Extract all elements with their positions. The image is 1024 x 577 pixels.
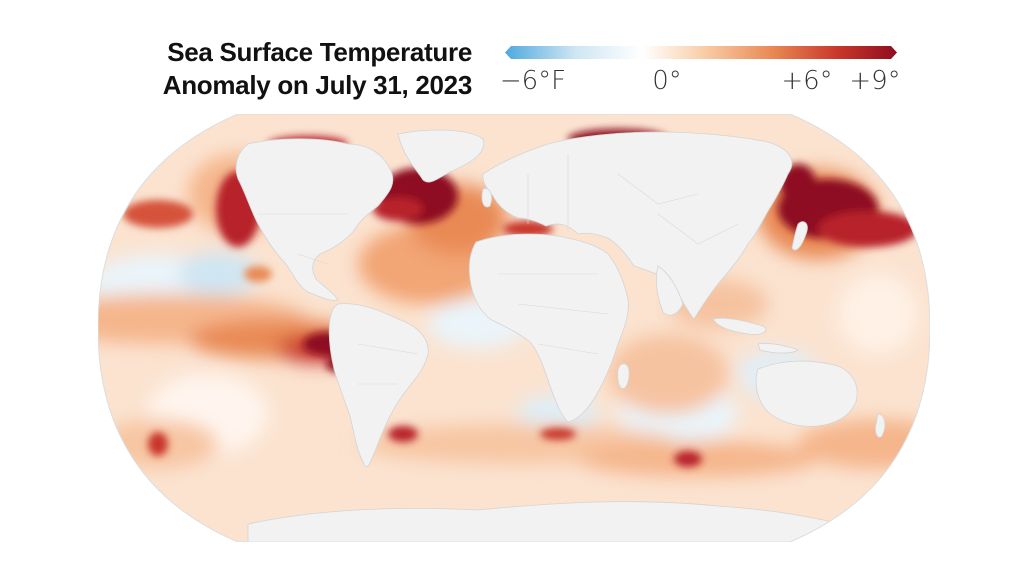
title-line-1: Sea Surface Temperature [167,37,472,67]
land-south-america [328,303,429,468]
land-north-america [235,138,394,301]
country-borders [258,154,739,385]
legend-label-max: +9° [849,66,901,96]
land-greenland [397,129,485,183]
land-africa [468,233,629,423]
legend-label-min: −6°F [499,66,567,96]
land-eurasia [482,131,793,320]
map-outline [98,114,930,542]
land-australia [755,360,858,427]
legend-gradient-bar [505,46,897,59]
title-line-2: Anomaly on July 31, 2023 [162,70,473,100]
world-map [98,114,930,542]
land-japan [791,221,808,251]
land-india [655,265,684,316]
land [235,129,886,542]
map-title: Sea Surface Temperature Anomaly on July … [0,36,473,102]
legend-label-zero: 0° [652,66,682,96]
land-indonesia [712,317,767,335]
land-antarctica [247,501,859,542]
color-legend: −6°F 0° +6° +9° [500,46,901,96]
legend-label-six: +6° [781,66,833,96]
land-madagascar [617,363,630,389]
